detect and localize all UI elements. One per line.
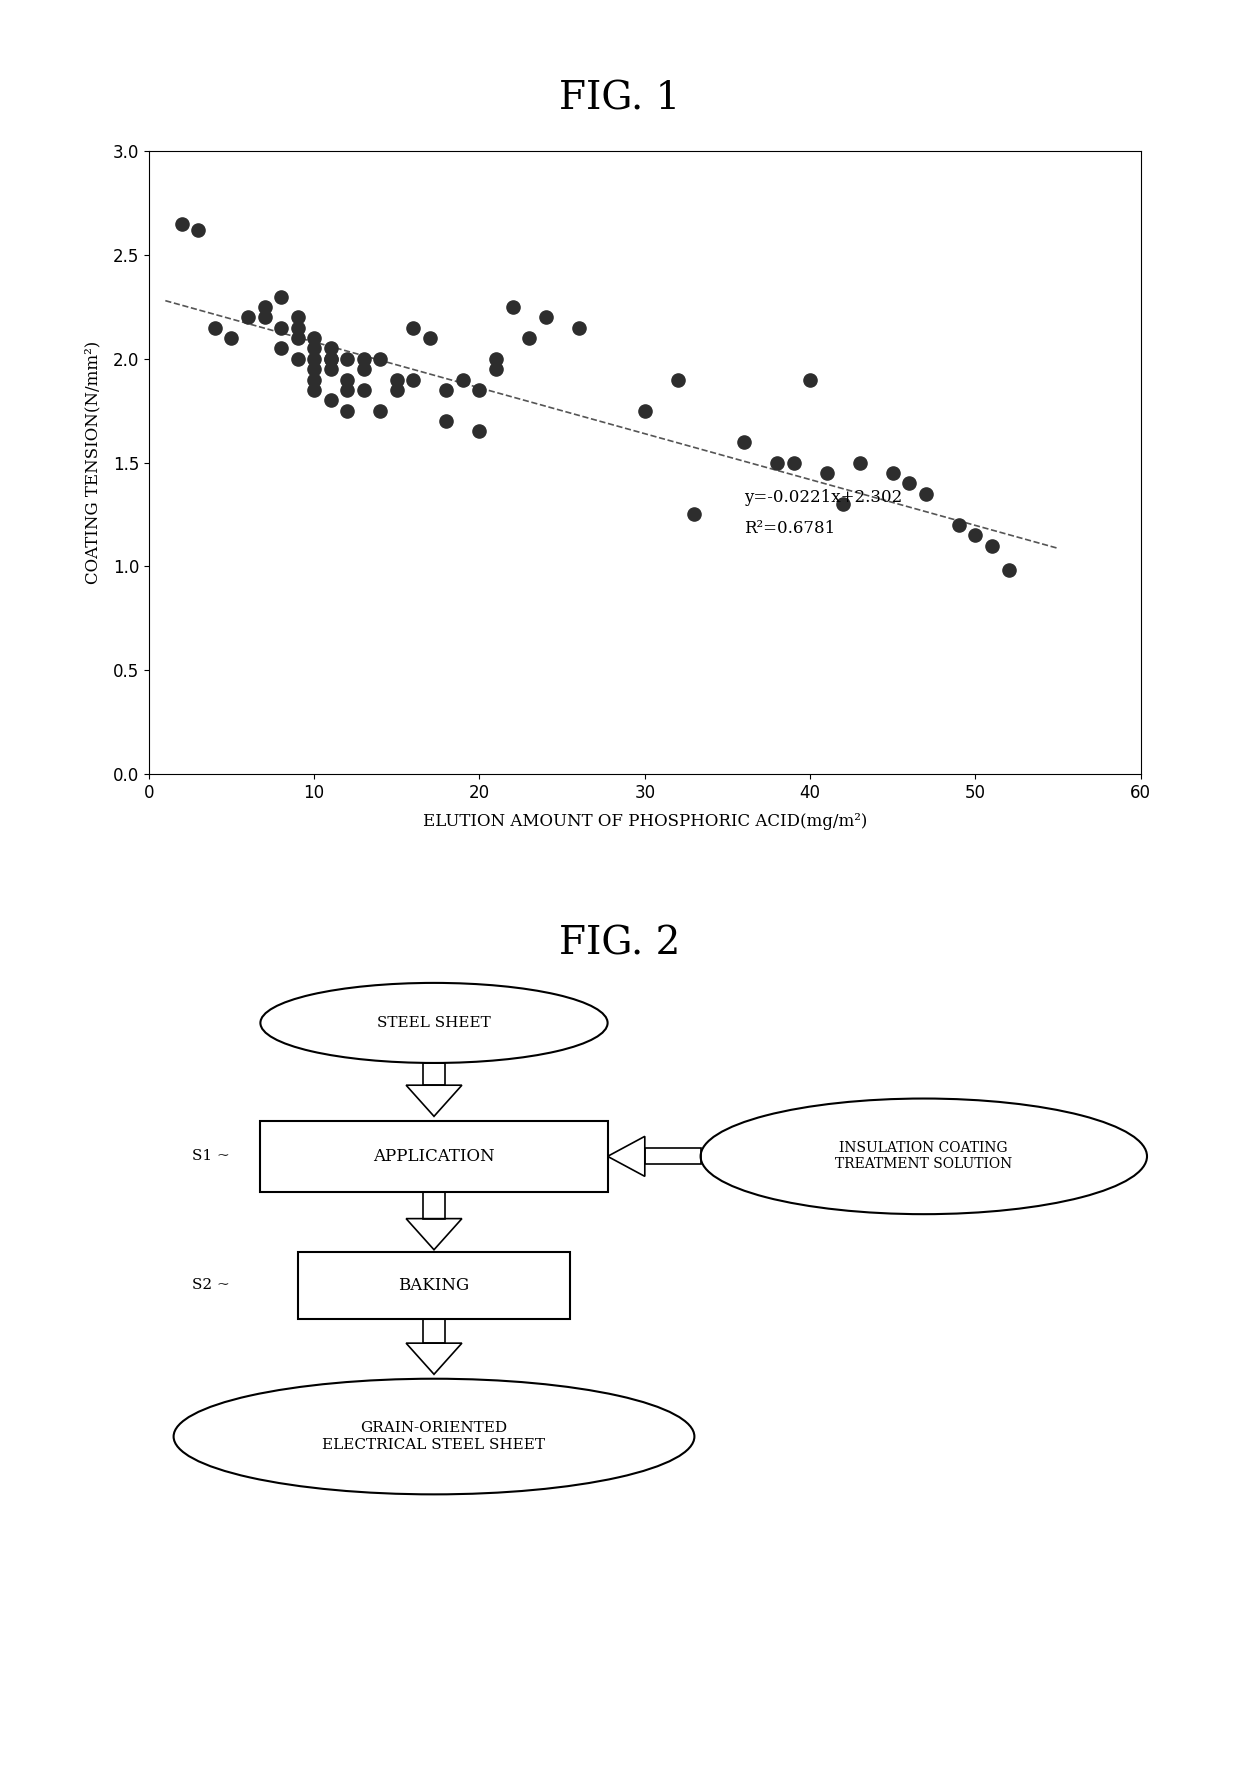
Point xyxy=(833,489,853,518)
Point xyxy=(321,334,341,363)
Point xyxy=(288,313,308,342)
Bar xyxy=(260,1121,608,1192)
Point xyxy=(949,511,968,539)
Point xyxy=(635,397,655,425)
Point xyxy=(272,313,291,342)
Point xyxy=(321,386,341,415)
Point xyxy=(768,448,787,477)
Point xyxy=(254,292,274,320)
Text: APPLICATION: APPLICATION xyxy=(373,1147,495,1165)
Point xyxy=(899,470,919,498)
Text: y=-0.0221x+2.302: y=-0.0221x+2.302 xyxy=(744,489,903,505)
Point xyxy=(784,448,804,477)
Text: R²=0.6781: R²=0.6781 xyxy=(744,519,836,537)
Point xyxy=(403,313,423,342)
Point xyxy=(321,356,341,384)
Point xyxy=(668,365,688,393)
Point xyxy=(353,375,373,404)
Point xyxy=(222,324,242,352)
Point xyxy=(883,459,903,487)
Text: BAKING: BAKING xyxy=(398,1277,470,1293)
Point xyxy=(205,313,224,342)
Point xyxy=(420,324,440,352)
Point xyxy=(684,500,704,528)
Point xyxy=(486,356,506,384)
Point xyxy=(254,302,274,331)
Point xyxy=(371,397,391,425)
Text: S1 ~: S1 ~ xyxy=(192,1149,229,1163)
Bar xyxy=(423,1192,445,1219)
Point xyxy=(817,459,837,487)
Point xyxy=(321,345,341,374)
Point xyxy=(403,365,423,393)
Point xyxy=(188,215,208,244)
Point xyxy=(436,407,456,436)
Point xyxy=(916,480,936,509)
Point xyxy=(304,356,324,384)
Point xyxy=(387,375,407,404)
Point xyxy=(337,375,357,404)
Bar xyxy=(645,1149,701,1165)
Point xyxy=(304,345,324,374)
Text: FIG. 1: FIG. 1 xyxy=(559,80,681,117)
Y-axis label: COATING TENSION(N/mm²): COATING TENSION(N/mm²) xyxy=(84,342,102,584)
Point xyxy=(304,375,324,404)
Point xyxy=(734,427,754,455)
Point xyxy=(486,345,506,374)
Point xyxy=(470,375,490,404)
Bar xyxy=(423,1320,445,1343)
Point xyxy=(470,418,490,447)
Point xyxy=(337,345,357,374)
Point xyxy=(982,532,1002,560)
X-axis label: ELUTION AMOUNT OF PHOSPHORIC ACID(mg/m²): ELUTION AMOUNT OF PHOSPHORIC ACID(mg/m²) xyxy=(423,813,867,829)
Point xyxy=(304,365,324,393)
Point xyxy=(800,365,820,393)
Text: FIG. 2: FIG. 2 xyxy=(559,925,681,962)
Point xyxy=(453,365,472,393)
Point xyxy=(353,345,373,374)
Point xyxy=(304,334,324,363)
Point xyxy=(337,397,357,425)
Text: INSULATION COATING
TREATMENT SOLUTION: INSULATION COATING TREATMENT SOLUTION xyxy=(836,1142,1012,1171)
Point xyxy=(569,313,589,342)
Text: GRAIN-ORIENTED
ELECTRICAL STEEL SHEET: GRAIN-ORIENTED ELECTRICAL STEEL SHEET xyxy=(322,1421,546,1452)
Point xyxy=(272,334,291,363)
Point xyxy=(520,324,539,352)
Point xyxy=(536,302,556,331)
Text: STEEL SHEET: STEEL SHEET xyxy=(377,1016,491,1030)
Point xyxy=(998,557,1018,585)
Point xyxy=(238,302,258,331)
Point xyxy=(371,345,391,374)
Point xyxy=(288,345,308,374)
Point xyxy=(849,448,869,477)
Point xyxy=(321,345,341,374)
Point xyxy=(272,283,291,311)
Bar xyxy=(298,1252,570,1318)
Point xyxy=(288,302,308,331)
Point xyxy=(502,292,522,320)
Point xyxy=(436,375,456,404)
Point xyxy=(304,324,324,352)
Text: S2 ~: S2 ~ xyxy=(192,1279,229,1292)
Point xyxy=(353,356,373,384)
Point xyxy=(288,324,308,352)
Point xyxy=(966,521,986,550)
Point xyxy=(172,210,192,238)
Bar xyxy=(423,1062,445,1085)
Point xyxy=(387,365,407,393)
Point xyxy=(337,365,357,393)
